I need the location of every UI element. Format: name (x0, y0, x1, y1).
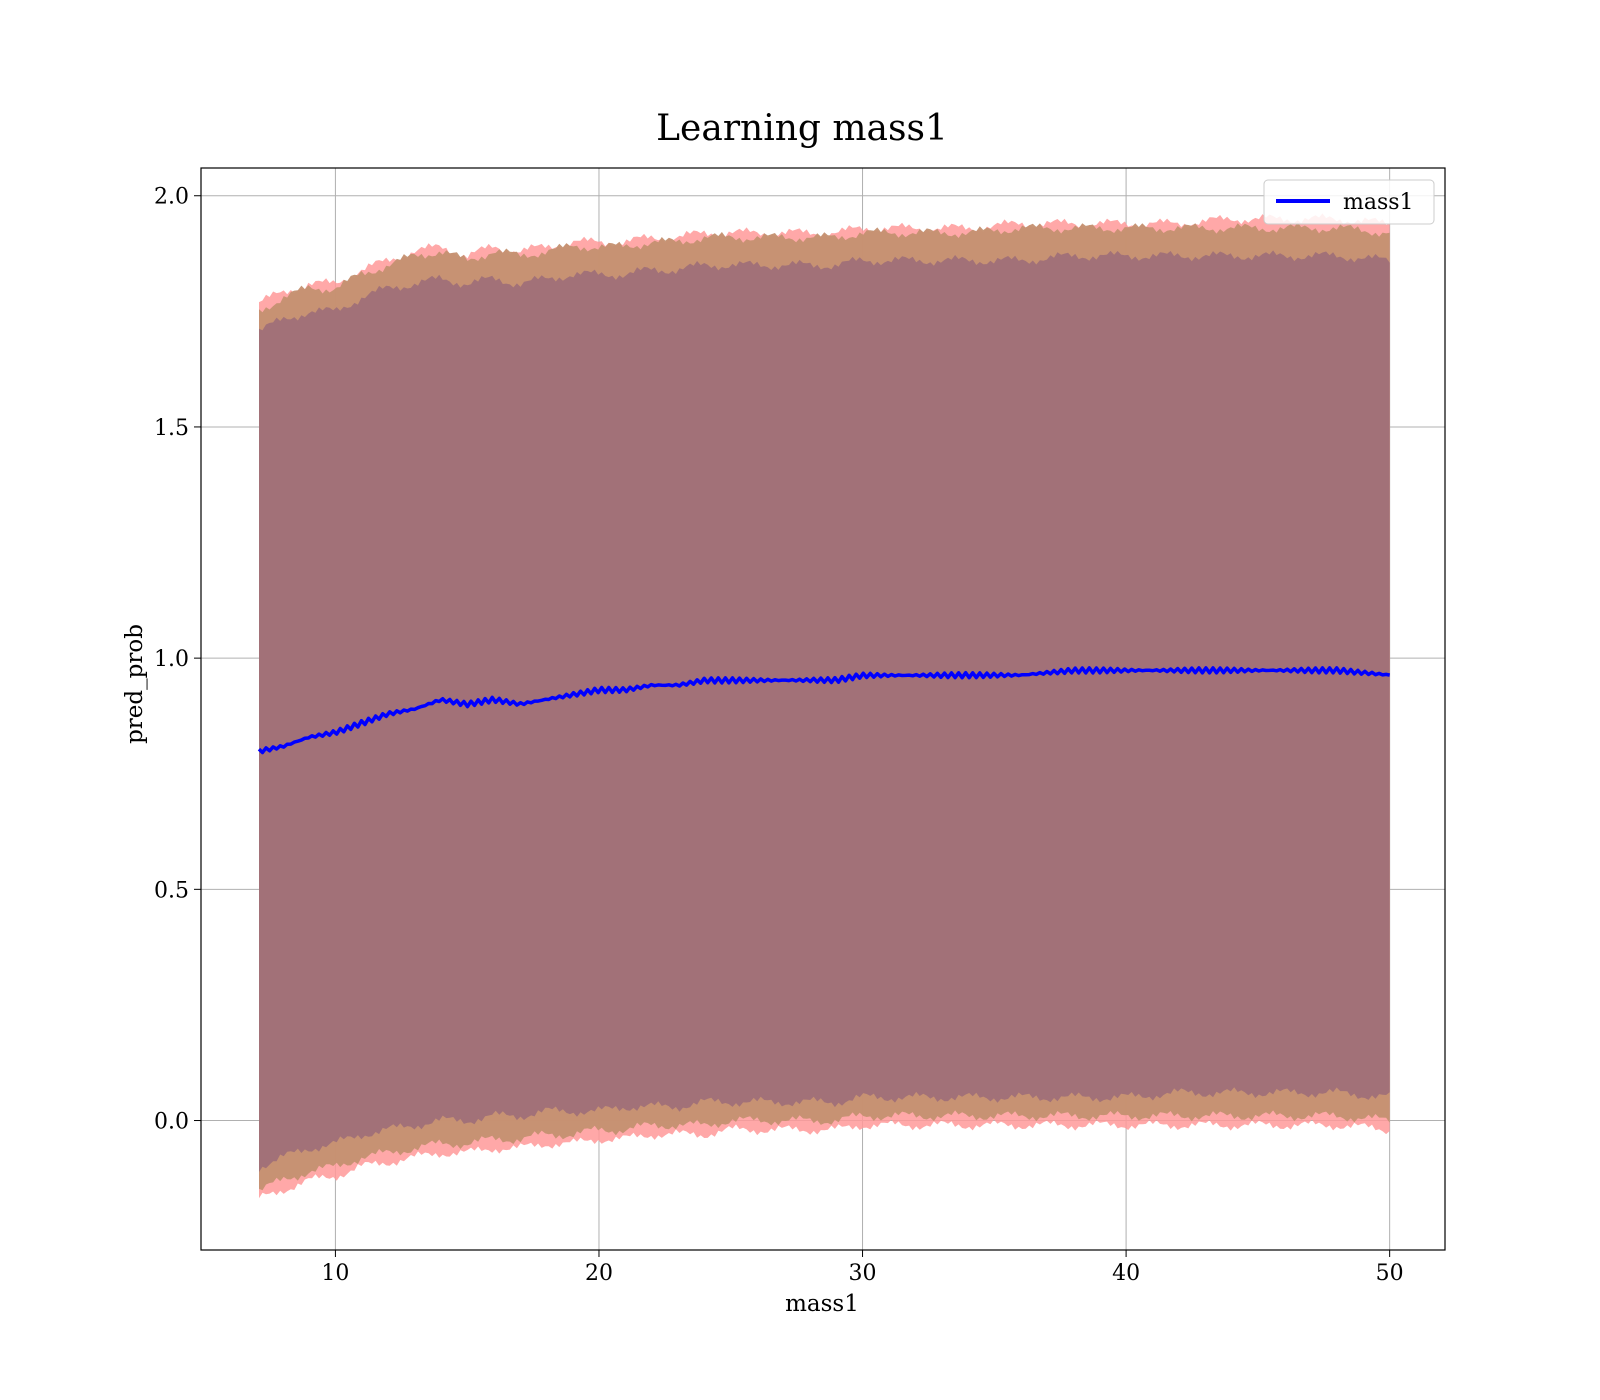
legend: mass1 (1263, 179, 1435, 225)
x-tick-label: 50 (1376, 1261, 1404, 1286)
plot-frame (200, 167, 1446, 1251)
x-tick-label: 40 (1112, 1261, 1140, 1286)
chart-title: Learning mass1 (656, 108, 948, 149)
y-tick-label: 0.5 (154, 878, 189, 903)
x-tick-label: 30 (849, 1261, 877, 1286)
y-tick-label: 2.0 (154, 185, 189, 210)
ticks: 10 20 30 40 50 0.0 0.5 1.0 1.5 2.0 (154, 185, 1404, 1286)
x-axis-label: mass1 (785, 1291, 859, 1317)
y-tick-label: 1.0 (154, 647, 189, 672)
band-inner (259, 250, 1390, 1172)
y-axis-label: pred_prob (122, 624, 148, 744)
y-tick-label: 0.0 (154, 1110, 189, 1135)
legend-label: mass1 (1343, 190, 1414, 215)
y-tick-label: 1.5 (154, 416, 189, 441)
confidence-bands (259, 213, 1390, 1199)
legend-box (1263, 179, 1435, 225)
x-tick-label: 10 (321, 1261, 349, 1286)
series-lines (257, 666, 1391, 755)
series-line-mass1 (257, 666, 1391, 755)
x-tick-label: 20 (585, 1261, 613, 1286)
